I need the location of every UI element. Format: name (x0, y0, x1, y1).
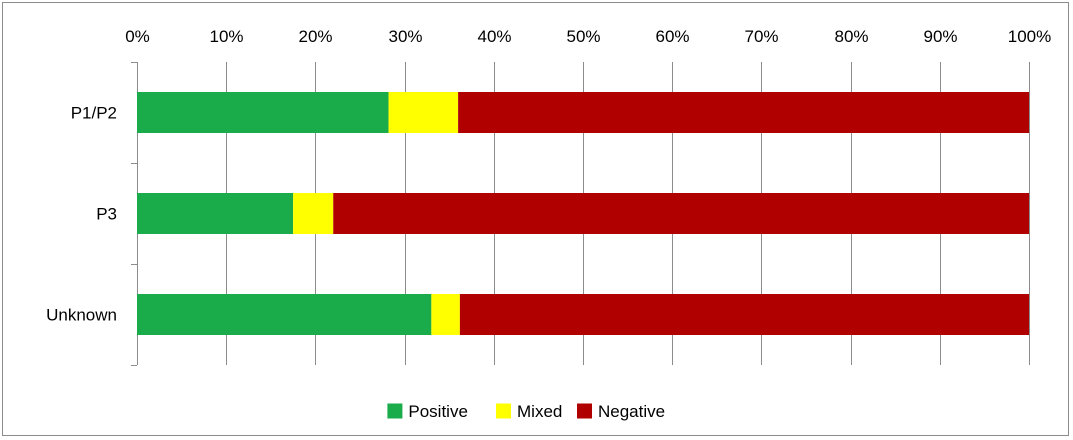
bar-positive-1 (137, 193, 294, 234)
bar-mixed-2 (431, 294, 460, 335)
bar-negative-1 (333, 193, 1029, 234)
category-label: P1/P2 (71, 104, 117, 123)
legend-label-negative: Negative (598, 402, 665, 421)
legend-label-mixed: Mixed (517, 402, 562, 421)
legend-swatch-negative (577, 403, 592, 419)
x-tick-label: 100% (1008, 27, 1051, 46)
x-tick-label: 70% (744, 27, 778, 46)
x-tick-label: 40% (477, 27, 511, 46)
bar-positive-2 (137, 294, 432, 335)
legend-label-positive: Positive (408, 402, 468, 421)
legend-swatch-mixed (496, 403, 511, 419)
x-tick-label: 30% (388, 27, 422, 46)
x-tick-label: 50% (566, 27, 600, 46)
x-tick-label: 0% (125, 27, 150, 46)
x-tick-label: 20% (298, 27, 332, 46)
x-tick-label: 90% (923, 27, 957, 46)
category-label: P3 (96, 205, 117, 224)
bar-negative-0 (458, 92, 1029, 133)
bar-mixed-0 (388, 92, 459, 133)
bar-positive-0 (137, 92, 389, 133)
x-tick-label: 10% (209, 27, 243, 46)
bar-negative-2 (459, 294, 1029, 335)
legend-swatch-positive (387, 403, 403, 419)
x-tick-label: 60% (655, 27, 689, 46)
category-label: Unknown (46, 306, 117, 325)
bar-mixed-1 (293, 193, 334, 234)
x-tick-label: 80% (834, 27, 868, 46)
